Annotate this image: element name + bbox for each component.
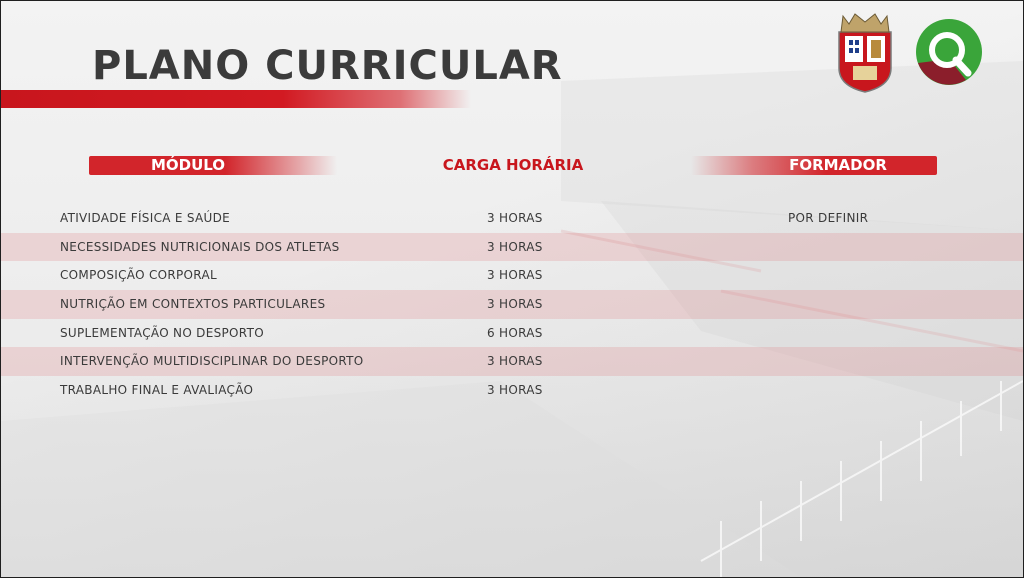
title-underline-bar bbox=[1, 90, 471, 108]
column-header-trainer: FORMADOR bbox=[691, 156, 937, 175]
module-hours: 3 HORAS bbox=[487, 383, 543, 398]
column-header-module: MÓDULO bbox=[89, 156, 337, 175]
module-hours: 3 HORAS bbox=[487, 354, 543, 369]
module-hours: 3 HORAS bbox=[487, 211, 543, 225]
module-hours: 3 HORAS bbox=[487, 239, 543, 254]
club-crest-icon bbox=[838, 13, 892, 93]
module-name: SUPLEMENTAÇÃO NO DESPORTO bbox=[60, 325, 264, 340]
module-name: COMPOSIÇÃO CORPORAL bbox=[60, 268, 217, 283]
module-hours: 6 HORAS bbox=[487, 325, 543, 340]
module-hours: 3 HORAS bbox=[487, 297, 543, 312]
table-row: INTERVENÇÃO MULTIDISCIPLINAR DO DESPORTO… bbox=[1, 347, 1023, 377]
page-title: PLANO CURRICULAR bbox=[92, 43, 563, 89]
table-row: ATIVIDADE FÍSICA E SAÚDE 3 HORAS POR DEF… bbox=[1, 204, 1023, 233]
table-row: COMPOSIÇÃO CORPORAL 3 HORAS bbox=[1, 261, 1023, 290]
module-trainer: POR DEFINIR bbox=[788, 211, 869, 225]
module-hours: 3 HORAS bbox=[487, 268, 543, 283]
table-row: SUPLEMENTAÇÃO NO DESPORTO 6 HORAS bbox=[1, 319, 1023, 348]
table-row: TRABALHO FINAL E AVALIAÇÃO 3 HORAS bbox=[1, 376, 1023, 405]
table-row: NECESSIDADES NUTRICIONAIS DOS ATLETAS 3 … bbox=[1, 232, 1023, 262]
module-name: TRABALHO FINAL E AVALIAÇÃO bbox=[60, 383, 254, 398]
module-name: NECESSIDADES NUTRICIONAIS DOS ATLETAS bbox=[60, 239, 340, 254]
module-name: INTERVENÇÃO MULTIDISCIPLINAR DO DESPORTO bbox=[60, 354, 364, 369]
table-row: NUTRIÇÃO EM CONTEXTOS PARTICULARES 3 HOR… bbox=[1, 290, 1023, 319]
module-name: ATIVIDADE FÍSICA E SAÚDE bbox=[60, 211, 231, 225]
curriculum-table: ATIVIDADE FÍSICA E SAÚDE 3 HORAS POR DEF… bbox=[1, 204, 1023, 405]
q-logo-icon bbox=[916, 19, 982, 85]
module-name: NUTRIÇÃO EM CONTEXTOS PARTICULARES bbox=[60, 297, 326, 312]
column-header-hours: CARGA HORÁRIA bbox=[442, 156, 584, 174]
